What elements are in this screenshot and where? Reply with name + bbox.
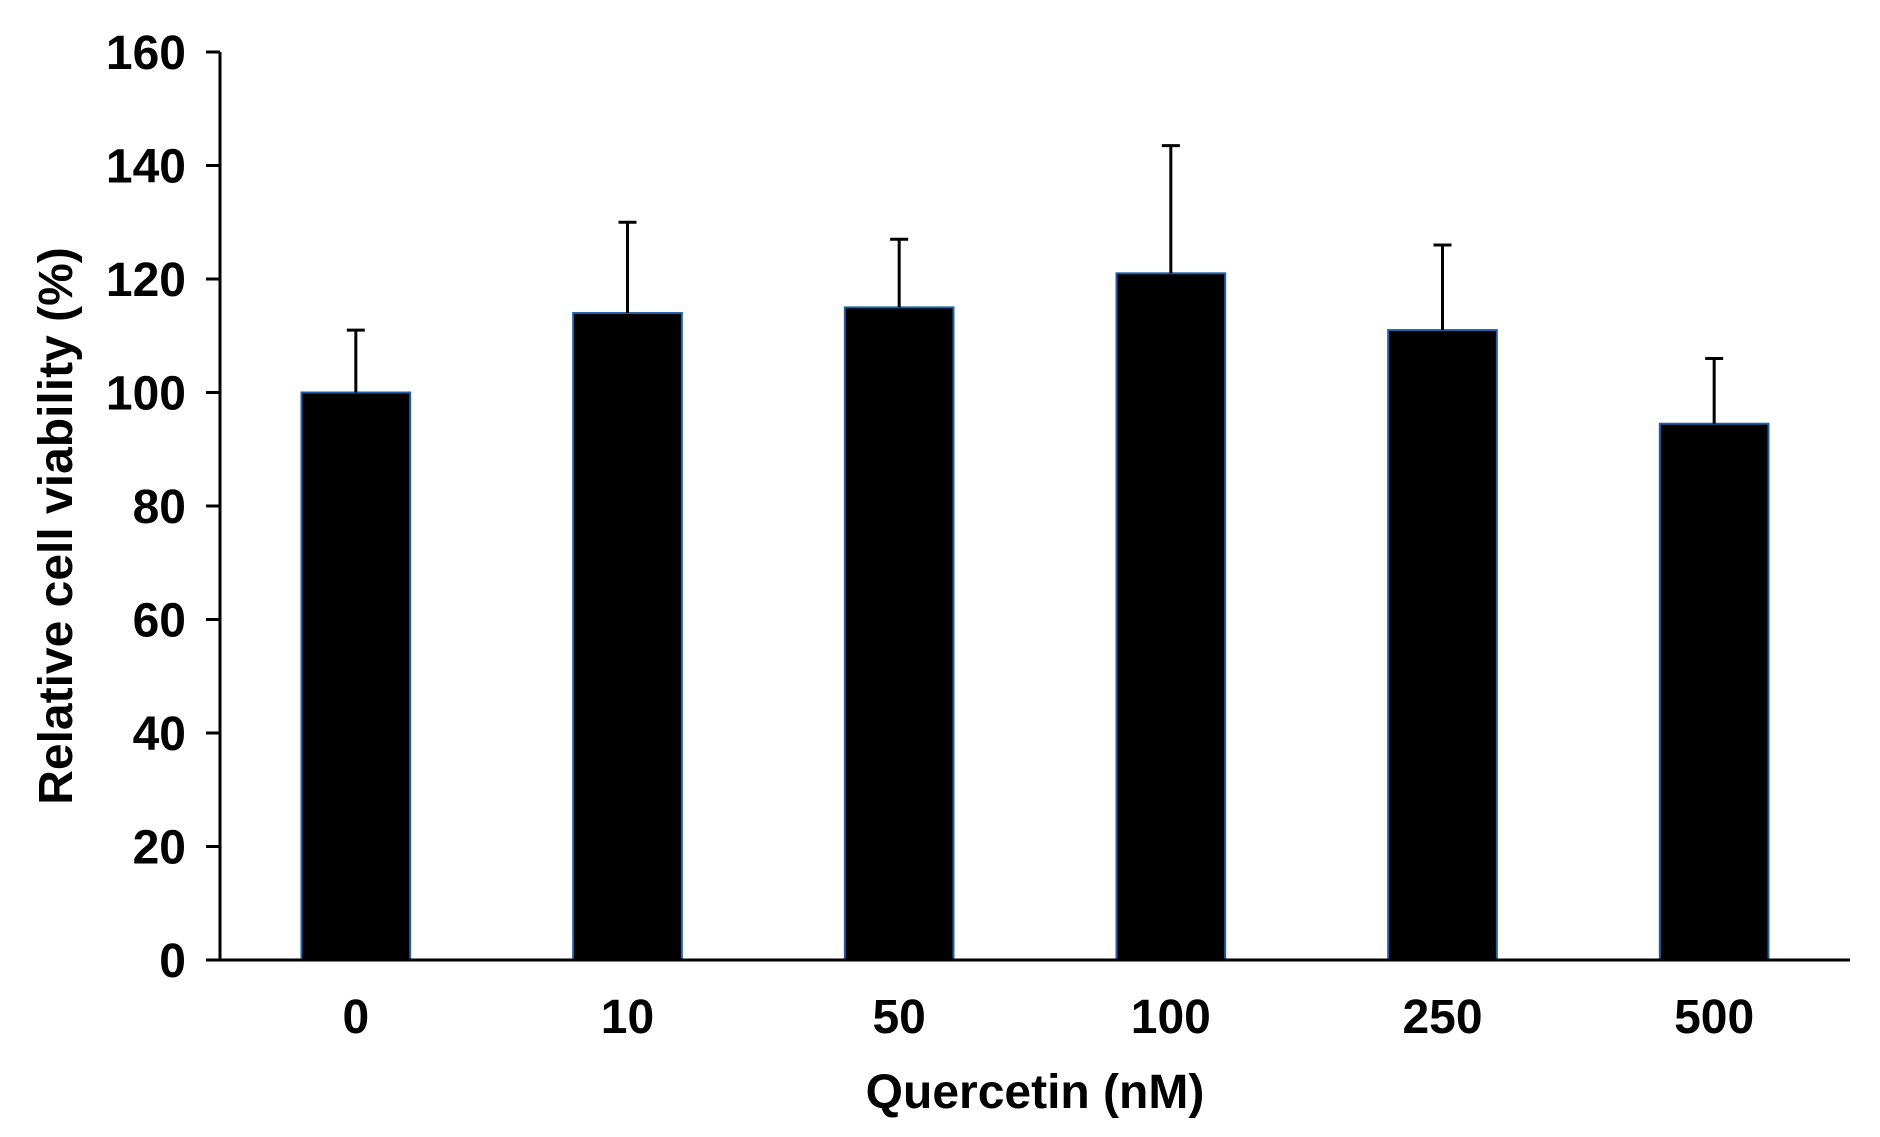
x-tick-label: 100 [1131,991,1211,1044]
y-tick-label: 80 [133,481,186,534]
x-tick-label: 250 [1402,991,1482,1044]
x-tick-label: 10 [601,991,654,1044]
y-tick-label: 60 [133,595,186,648]
y-tick-label: 40 [133,708,186,761]
y-tick-label: 120 [106,254,186,307]
x-tick-label: 500 [1674,991,1754,1044]
x-axis-title: Quercetin (nM) [866,1066,1205,1119]
bar [1115,272,1227,961]
error-bars [346,144,1724,424]
bar [1658,422,1770,961]
x-tick-label: 0 [342,991,369,1044]
y-tick-label: 0 [159,935,186,988]
y-tick-label: 20 [133,822,186,875]
bar [1387,329,1498,961]
bar [300,391,412,961]
x-axis-ticks: 0 10 50 100 250 500 [342,991,1754,1044]
y-axis-title: Relative cell viability (%) [30,247,83,805]
x-tick-label: 50 [872,991,925,1044]
y-tick-label: 160 [106,27,186,80]
bar-series [300,272,1770,961]
y-tick-label: 100 [106,368,186,421]
bar [843,306,955,961]
y-axis-ticks: 0 20 40 60 80 100 120 140 160 [106,27,220,988]
y-tick-label: 140 [106,141,186,194]
bar [572,312,683,961]
